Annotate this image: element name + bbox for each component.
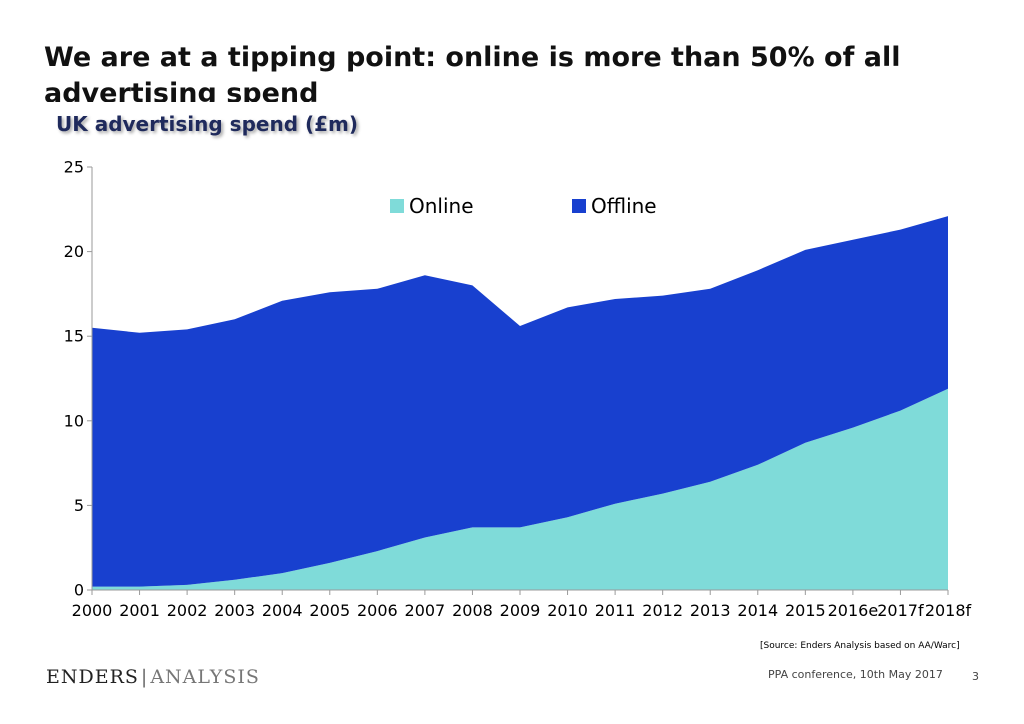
x-tick-label: 2004 xyxy=(262,601,303,620)
x-tick-label: 2011 xyxy=(595,601,636,620)
x-tick-label: 2006 xyxy=(357,601,398,620)
y-tick-label: 15 xyxy=(64,327,84,346)
chart-legend: Online Offline xyxy=(390,194,657,218)
enders-analysis-logo: ENDERS | ANALYSIS xyxy=(46,666,260,688)
logo-part-enders: ENDERS xyxy=(46,666,139,688)
x-tick-label: 2008 xyxy=(452,601,493,620)
page-number: 3 xyxy=(972,670,979,683)
x-tick-label: 2003 xyxy=(214,601,255,620)
legend-swatch-offline xyxy=(572,199,586,213)
logo-part-analysis: ANALYSIS xyxy=(150,666,260,688)
legend-label-offline: Offline xyxy=(591,194,657,218)
x-tick-label: 2010 xyxy=(547,601,588,620)
y-tick-label: 20 xyxy=(64,242,84,261)
legend-swatch-online xyxy=(390,199,404,213)
x-tick-label: 2015 xyxy=(785,601,826,620)
area-offline xyxy=(92,216,948,587)
x-tick-label: 2017f xyxy=(877,601,924,620)
y-axis-ticks: 0 5 10 15 20 25 xyxy=(64,158,92,600)
x-tick-label: 2009 xyxy=(500,601,541,620)
x-tick-label: 2000 xyxy=(72,601,113,620)
x-tick-label: 2014 xyxy=(737,601,778,620)
y-tick-label: 10 xyxy=(64,411,84,430)
x-tick-label: 2002 xyxy=(167,601,208,620)
slide-title: We are at a tipping point: online is mor… xyxy=(44,42,901,102)
x-tick-label: 2012 xyxy=(642,601,683,620)
chart-areas xyxy=(92,216,948,590)
area-online xyxy=(92,388,948,590)
x-tick-label: 2007 xyxy=(405,601,446,620)
chart-title: UK advertising spend (£m) xyxy=(56,112,359,136)
source-note: [Source: Enders Analysis based on AA/War… xyxy=(760,641,960,651)
conference-footer: PPA conference, 10th May 2017 xyxy=(768,668,943,681)
y-tick-label: 5 xyxy=(74,496,84,515)
y-tick-label: 0 xyxy=(74,581,84,600)
y-tick-label: 25 xyxy=(64,158,84,177)
x-axis-ticks: 2000 2001 2002 2003 2004 2005 2006 2007 2008 2009… xyxy=(72,590,972,620)
x-tick-label: 2016e xyxy=(828,601,879,620)
x-tick-label: 2005 xyxy=(309,601,350,620)
x-tick-label: 2018f xyxy=(925,601,972,620)
legend-label-online: Online xyxy=(409,194,474,218)
logo-separator: | xyxy=(140,666,149,688)
x-tick-label: 2013 xyxy=(690,601,731,620)
x-tick-label: 2001 xyxy=(119,601,160,620)
